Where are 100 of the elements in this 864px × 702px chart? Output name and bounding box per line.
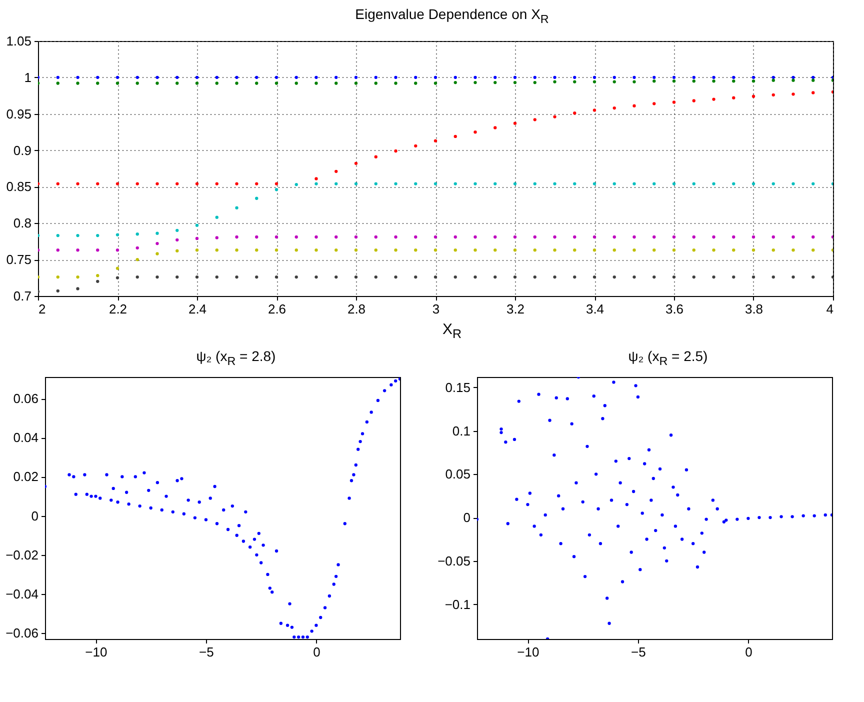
point [553,248,556,252]
point [76,81,80,85]
point [692,248,696,252]
point [394,182,398,186]
point [612,106,616,110]
point [274,248,278,252]
point [156,275,159,278]
y-tick-label: 0.75 [6,252,32,267]
point [116,76,120,79]
x-tick-label: 3 [432,301,440,316]
point [553,114,556,118]
point [195,182,199,186]
point [772,275,775,278]
point [294,248,298,252]
y-tick-label: 0.15 [445,380,470,395]
point [195,248,199,252]
point [632,182,636,186]
point [494,275,497,278]
point [195,81,199,85]
point [632,235,636,238]
point [494,76,497,79]
point [314,176,318,180]
point [792,248,795,252]
point [474,182,477,186]
point [792,182,795,186]
point [354,162,358,165]
point [354,235,358,238]
point [553,76,556,79]
point [96,248,100,252]
point [553,275,556,278]
y-tick-label: 0.7 [13,288,32,304]
x-tick-label: 2.2 [108,301,128,316]
point [672,76,676,79]
point [513,248,517,252]
point [255,182,258,186]
point [573,80,576,84]
point [732,275,736,278]
point [274,275,278,278]
point [474,235,477,238]
point [592,275,596,278]
point [592,248,596,252]
point [672,235,676,238]
y-tick-label: 0.9 [13,142,32,158]
x-tick-label: 3.4 [586,301,604,316]
point [772,182,775,186]
point [652,248,656,252]
point [434,235,438,238]
y-tick-label: −0.04 [6,586,38,602]
point [672,182,676,186]
point [752,275,756,278]
point [374,235,378,238]
point [394,275,398,278]
point [176,81,179,85]
y-tick-label: 0.8 [13,215,32,230]
point [612,248,616,252]
point [612,76,616,79]
point [354,76,358,79]
x-tick-label: 2.4 [188,301,207,316]
point [474,130,477,134]
point [176,275,179,278]
point [474,80,477,84]
point [76,76,80,79]
point [354,275,358,278]
point [772,78,775,82]
point [712,235,716,238]
point [96,280,100,283]
point [474,76,477,79]
point [195,236,199,240]
point [215,248,218,252]
point [76,275,80,278]
point [573,235,576,238]
y-tick-label: 1 [24,70,32,85]
point [96,76,100,79]
point [156,81,159,85]
point [354,182,358,186]
point [374,182,378,186]
chart-title: ψ₂ (x$_{R}$ = 2.8) [195,347,277,370]
point [454,80,457,84]
x-tick-label: 2.8 [347,301,366,316]
point [255,248,258,252]
point [573,76,576,79]
point [652,102,656,106]
chart-title: Eigenvalue Dependence on X$_{R}$ [354,5,550,28]
point [732,96,736,100]
y-tick-label: −0.05 [438,553,470,568]
point [156,76,159,79]
point [632,76,636,79]
point [434,76,438,79]
y-tick-label: 0.95 [6,106,32,122]
point [652,275,656,278]
point [792,78,795,82]
point [255,76,258,79]
point [394,248,398,252]
point [692,76,696,79]
point [96,234,100,237]
point [692,79,696,82]
point [334,235,338,238]
point [632,104,636,108]
point [136,275,139,278]
point [354,81,358,85]
